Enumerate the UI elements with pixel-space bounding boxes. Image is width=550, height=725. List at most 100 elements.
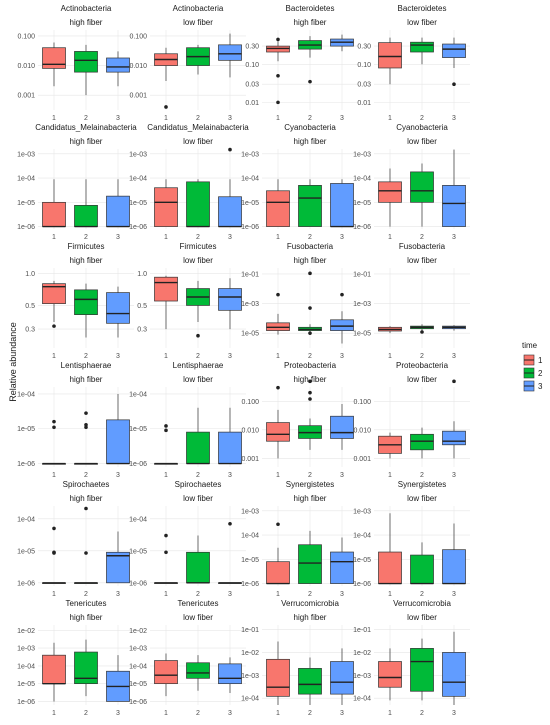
- y-tick-label: 0.5: [137, 303, 147, 310]
- y-tick-label: 1e-05: [241, 200, 259, 207]
- y-tick-label: 0.03: [357, 82, 371, 89]
- outlier-point: [84, 425, 88, 430]
- box-time-1: [266, 522, 290, 585]
- box-body: [218, 431, 242, 464]
- box-time-1: [42, 280, 66, 328]
- box-body: [186, 662, 210, 679]
- x-tick-label: 3: [228, 234, 232, 241]
- panel-phylum-title: Synergistetes: [286, 480, 334, 489]
- y-tick-label: 1e-06: [353, 224, 371, 231]
- y-tick-label: 0.01: [245, 100, 259, 107]
- box-body: [106, 551, 130, 584]
- x-tick-label: 2: [420, 115, 424, 122]
- box-time-1: [266, 37, 290, 105]
- y-tick-label: 1e-04: [129, 176, 147, 183]
- box-time-1: [42, 179, 66, 228]
- x-tick-label: 2: [308, 591, 312, 598]
- outlier-point: [52, 324, 56, 328]
- box-body: [330, 415, 354, 439]
- x-tick-label: 3: [116, 353, 120, 360]
- panel-phylum-title: Lentisphaerae: [61, 361, 112, 370]
- x-tick-label: 3: [452, 115, 456, 122]
- y-tick-label: 1e-04: [353, 176, 371, 183]
- panel-phylum-title: Fusobacteria: [287, 242, 334, 251]
- x-tick-label: 2: [308, 472, 312, 479]
- box-body: [410, 554, 434, 584]
- box-time-3: [330, 34, 354, 52]
- panel-phylum-title: Actinobacteria: [61, 4, 112, 13]
- x-tick-label: 1: [164, 234, 168, 241]
- y-tick-label: 1e-04: [353, 696, 371, 703]
- y-tick-label: 0.100: [17, 33, 35, 40]
- box-time-1: [154, 47, 178, 109]
- box-time-1: [266, 641, 290, 706]
- y-tick-label: 1e-06: [353, 581, 371, 588]
- box-body: [298, 544, 322, 584]
- panel-diet-title: low fiber: [407, 256, 437, 265]
- panel-phylum-title: Spirochaetes: [175, 480, 222, 489]
- y-tick-label: 1e-05: [129, 200, 147, 207]
- outlier-point: [276, 100, 280, 105]
- x-tick-label: 2: [420, 472, 424, 479]
- y-tick-label: 0.03: [245, 82, 259, 89]
- box-time-2: [410, 37, 434, 65]
- box-body: [298, 668, 322, 695]
- y-tick-label: 1e-04: [17, 663, 35, 670]
- box-time-1: [378, 432, 402, 459]
- box-time-1: [154, 424, 178, 465]
- y-tick-label: 0.30: [245, 44, 259, 51]
- panel-diet-title: low fiber: [183, 613, 213, 622]
- box-body: [266, 658, 290, 697]
- panel-actinobacteria-high-fiber: Actinobacteria high fiber 0.001 0.010 0.100 1…: [17, 4, 134, 122]
- box-time-3: [330, 537, 354, 584]
- panel-lentisphaerae-low-fiber: Lentisphaerae low fiber 1e-06 1e-05 1e-04 1 2 3: [129, 361, 246, 479]
- y-tick-label: 1e-01: [241, 627, 259, 634]
- panel-phylum-title: Bacteroidetes: [286, 4, 335, 13]
- outlier-point: [420, 330, 424, 334]
- box-body: [442, 549, 466, 584]
- x-tick-label: 2: [84, 115, 88, 122]
- box-body: [266, 190, 290, 227]
- panel-diet-title: low fiber: [407, 494, 437, 503]
- outlier-point: [52, 425, 56, 430]
- x-tick-label: 1: [164, 591, 168, 598]
- outlier-point: [308, 79, 312, 84]
- box-body: [186, 551, 210, 584]
- panel-phylum-title: Spirochaetes: [63, 480, 110, 489]
- legend-label: 2: [538, 369, 543, 378]
- box-body: [106, 195, 130, 227]
- y-tick-label: 1e-06: [17, 224, 35, 231]
- panel-diet-title: low fiber: [183, 18, 213, 27]
- panel-actinobacteria-low-fiber: Actinobacteria low fiber 0.001 0.010 0.100 1 2…: [129, 4, 246, 122]
- x-tick-label: 2: [308, 115, 312, 122]
- box-time-3: [218, 521, 242, 584]
- y-tick-label: 0.001: [129, 93, 147, 100]
- x-tick-label: 2: [308, 353, 312, 360]
- x-tick-label: 2: [84, 353, 88, 360]
- box-body: [42, 283, 66, 304]
- x-tick-label: 1: [164, 353, 168, 360]
- x-tick-label: 1: [164, 472, 168, 479]
- y-tick-label: 1e-01: [353, 271, 371, 278]
- y-tick-label: 1e-04: [17, 176, 35, 183]
- x-tick-label: 3: [228, 710, 232, 717]
- panel-phylum-title: Candidatus_Melainabacteria: [35, 123, 137, 132]
- x-tick-label: 2: [420, 353, 424, 360]
- box-body: [106, 57, 130, 73]
- x-tick-label: 1: [276, 353, 280, 360]
- outlier-point: [276, 73, 280, 78]
- x-tick-label: 2: [196, 115, 200, 122]
- panel-verrucomicrobia-low-fiber: Verrucomicrobia low fiber 1e-04 1e-03 1e-02 1…: [353, 599, 470, 717]
- y-tick-label: 1e-06: [129, 461, 147, 468]
- box-time-3: [442, 325, 466, 331]
- x-tick-label: 3: [116, 591, 120, 598]
- x-tick-label: 1: [276, 234, 280, 241]
- x-tick-label: 1: [52, 353, 56, 360]
- y-tick-label: 1e-03: [129, 646, 147, 653]
- outlier-point: [164, 533, 168, 538]
- y-tick-label: 0.10: [357, 62, 371, 69]
- x-tick-label: 3: [340, 472, 344, 479]
- box-time-1: [42, 642, 66, 702]
